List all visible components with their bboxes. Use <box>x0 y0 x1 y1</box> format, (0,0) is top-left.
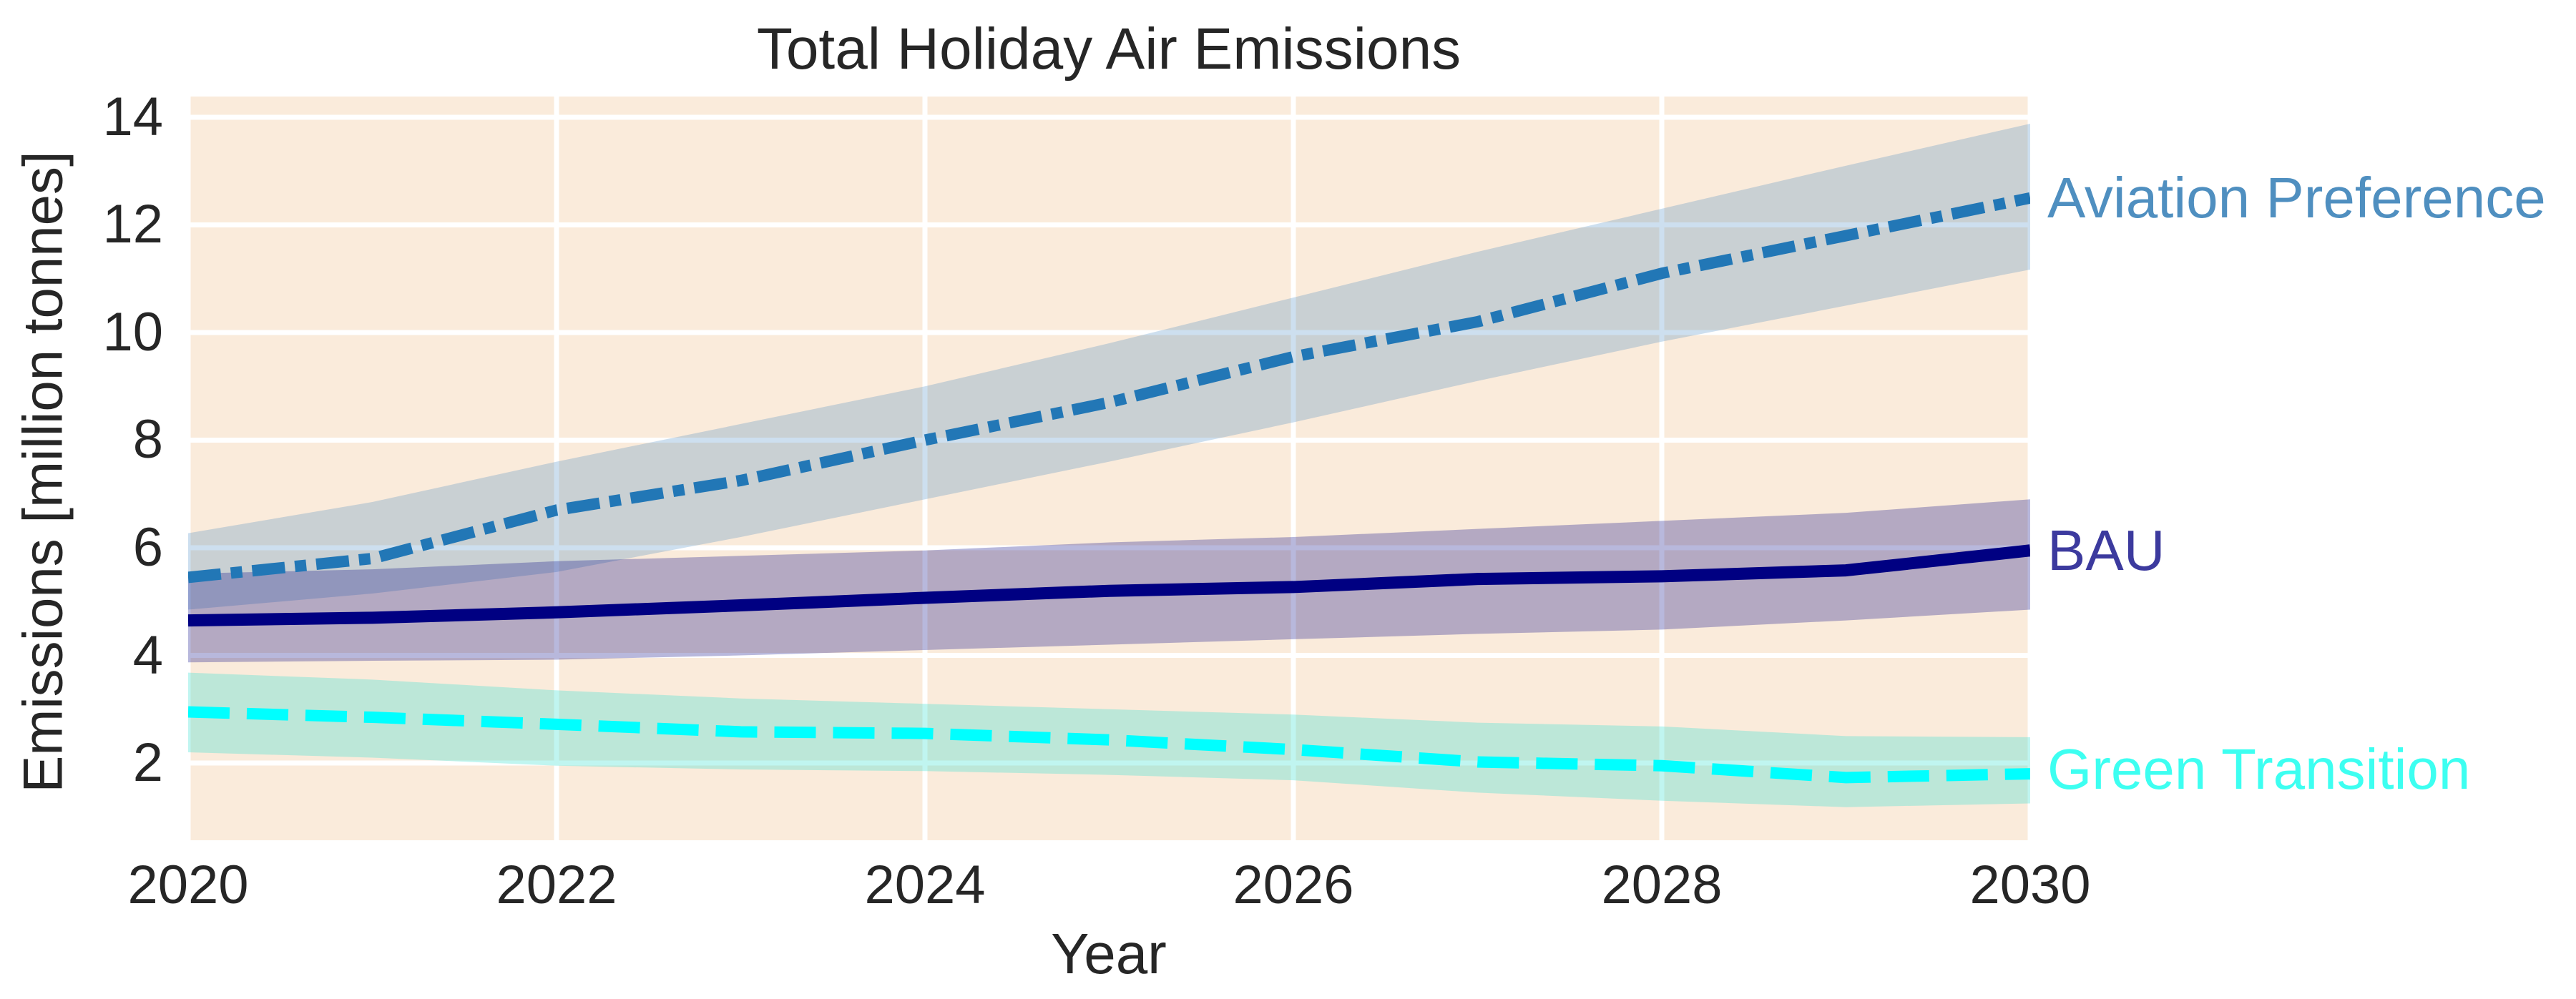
y-tick-label-6: 6 <box>132 516 163 578</box>
x-tick-label-2024: 2024 <box>864 855 986 915</box>
series-band-aviation-preference <box>188 124 2030 610</box>
x-tick-label-2030: 2030 <box>1969 855 2091 915</box>
y-tick-label-8: 8 <box>132 409 163 471</box>
x-tick-label-2020: 2020 <box>127 855 249 915</box>
chart-title: Total Holiday Air Emissions <box>756 16 1461 82</box>
x-axis-label: Year <box>1051 922 1167 985</box>
series-label-aviation-preference: Aviation Preference <box>2047 165 2546 230</box>
series-label-green-transition: Green Transition <box>2047 737 2471 802</box>
series-band-green-transition <box>188 672 2030 807</box>
x-tick-label-2026: 2026 <box>1233 855 1354 915</box>
y-tick-label-12: 12 <box>102 194 163 255</box>
series-line-green-transition <box>188 706 2030 784</box>
series-line-aviation-preference <box>188 192 2030 584</box>
series-band-bau <box>188 499 2030 663</box>
x-tick-label-2022: 2022 <box>496 855 617 915</box>
series-label-bau: BAU <box>2047 518 2165 582</box>
y-tick-label-10: 10 <box>102 301 163 363</box>
x-tick-label-2028: 2028 <box>1601 855 1723 915</box>
y-tick-label-2: 2 <box>132 732 163 793</box>
y-tick-label-4: 4 <box>132 624 163 686</box>
series-line-bau <box>188 544 2030 627</box>
y-tick-label-14: 14 <box>102 86 163 147</box>
